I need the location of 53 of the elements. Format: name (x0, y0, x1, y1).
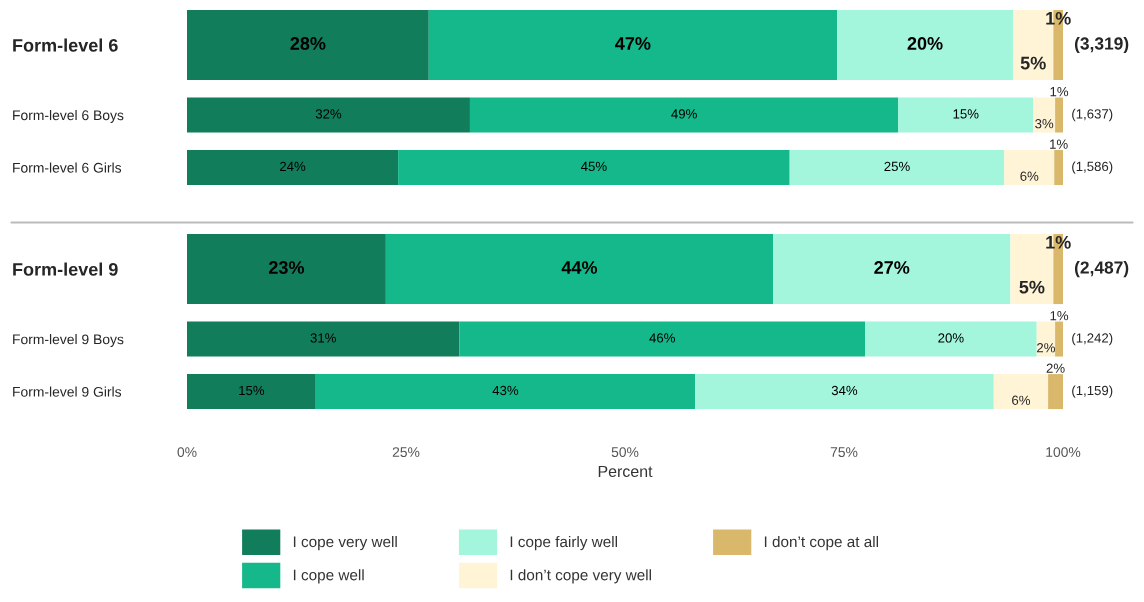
x-tick-label: 0% (177, 447, 197, 458)
y-tick-label: Form-level 9 Boys (13, 334, 124, 347)
y-tick-label: Form-level 9 Girls (13, 386, 122, 397)
data-label: 28% (290, 37, 326, 50)
x-tick-label: 100% (1046, 447, 1081, 458)
data-label: 15% (239, 385, 265, 396)
legend-label: I cope very well (293, 535, 397, 551)
x-tick-label: 75% (830, 447, 858, 458)
data-label: 15% (953, 109, 979, 119)
data-label: 5% (1020, 56, 1046, 70)
data-label: 45% (581, 161, 607, 172)
legend-label: I don’t cope very well (510, 569, 651, 584)
data-label: 20% (907, 37, 943, 50)
data-label: 1% (1046, 235, 1071, 249)
data-label: 20% (938, 333, 964, 343)
legend-label: I don’t cope at all (764, 535, 878, 551)
text: (2,487) (1074, 260, 1129, 278)
text: (1,586) (1072, 161, 1113, 174)
data-label: 2% (1046, 363, 1065, 373)
data-label: 31% (310, 333, 336, 343)
text: (1,637) (1072, 108, 1113, 122)
data-label: 1% (1050, 311, 1069, 321)
text: (1,242) (1072, 332, 1113, 346)
text: (1,159) (1072, 385, 1113, 398)
data-label: 32% (315, 109, 342, 119)
data-label: 49% (671, 109, 697, 119)
data-label: 23% (268, 261, 305, 274)
data-label: 24% (280, 161, 306, 172)
data-label: 43% (492, 385, 519, 396)
y-tick-label: Form-level 6 Boys (13, 109, 124, 123)
data-label: 6% (1020, 171, 1039, 181)
y-tick-label: Form-level 6 Girls (13, 162, 122, 173)
data-label: 1% (1050, 139, 1068, 149)
x-axis-title: Percent (598, 465, 653, 478)
legend-label: I cope fairly well (510, 535, 617, 551)
data-label: 5% (1019, 280, 1045, 294)
data-label: 27% (874, 261, 910, 274)
x-tick-label: 25% (392, 447, 420, 458)
data-label: 46% (649, 333, 675, 343)
data-label: 1% (1050, 87, 1069, 97)
data-label: 34% (831, 385, 858, 396)
data-label: 6% (1012, 395, 1031, 405)
data-label: 47% (615, 37, 651, 50)
data-label: 1% (1046, 11, 1071, 25)
data-label: 25% (884, 161, 910, 172)
data-label: 3% (1035, 119, 1054, 129)
legend-label: I cope well (293, 569, 364, 584)
data-label: 2% (1037, 343, 1055, 353)
text: (3,319) (1074, 36, 1129, 54)
y-tick-label: Form-level 6 (13, 38, 118, 52)
x-tick-label: 50% (611, 447, 639, 458)
data-label: 44% (561, 261, 598, 274)
y-tick-label: Form-level 9 (13, 262, 118, 276)
